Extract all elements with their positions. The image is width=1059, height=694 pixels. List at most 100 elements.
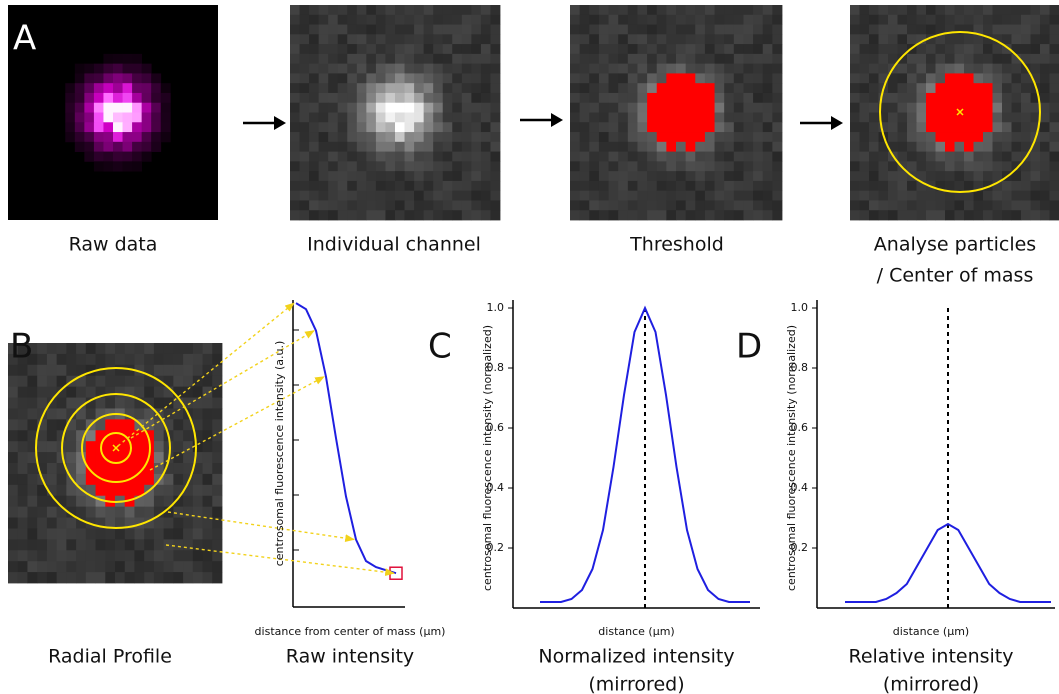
pixel — [8, 484, 19, 497]
pixel — [589, 141, 600, 152]
pixel — [144, 506, 155, 518]
pixel — [375, 92, 386, 104]
pixel — [452, 171, 463, 182]
pixel — [983, 5, 993, 16]
pixel — [685, 63, 696, 74]
pixel — [1049, 92, 1059, 104]
pixel — [423, 190, 434, 201]
pixel — [105, 572, 116, 584]
pixel — [17, 463, 28, 475]
pixel — [153, 452, 165, 464]
pixel — [753, 151, 764, 162]
arrow-head — [551, 113, 563, 127]
pixel — [27, 353, 38, 366]
pixel — [869, 132, 879, 143]
pixel — [385, 141, 396, 152]
pixel — [1021, 200, 1031, 211]
pixel — [37, 572, 48, 584]
pixel — [115, 517, 126, 529]
pixel — [685, 14, 696, 25]
pixel — [1049, 122, 1059, 133]
pixel — [1040, 132, 1050, 143]
pixel — [1021, 83, 1031, 94]
pixel — [76, 463, 87, 475]
pixel — [733, 14, 744, 25]
pixel — [859, 83, 870, 94]
pixel — [395, 73, 405, 84]
pixel — [103, 102, 114, 113]
pixel — [442, 24, 453, 35]
pixel — [433, 200, 444, 211]
pixel — [676, 122, 687, 133]
pixel — [1040, 161, 1050, 172]
pixel — [212, 506, 223, 518]
pixel — [983, 102, 993, 113]
pixel — [85, 539, 96, 551]
pixel — [859, 171, 870, 182]
pixel — [954, 171, 965, 182]
pixel — [153, 441, 165, 453]
pixel — [202, 397, 213, 409]
pixel — [309, 200, 320, 211]
pixel — [385, 122, 396, 133]
pixel — [395, 190, 405, 201]
pixel — [935, 53, 946, 65]
pixel — [964, 171, 974, 182]
pixel — [309, 132, 320, 143]
pixel — [134, 572, 145, 584]
pixel — [192, 517, 203, 529]
pixel — [356, 190, 367, 201]
roi-circle — [61, 393, 171, 503]
pixel — [685, 200, 696, 211]
pixel — [964, 190, 974, 201]
pixel — [385, 83, 396, 94]
pixel — [309, 92, 320, 104]
pixel — [1002, 14, 1012, 25]
pixel — [404, 141, 415, 152]
pixel — [992, 171, 1003, 182]
pixel — [656, 63, 667, 74]
pixel — [173, 397, 184, 409]
pixel — [337, 83, 348, 94]
pixel — [850, 102, 860, 113]
pixel — [850, 151, 860, 162]
pixel — [173, 441, 184, 453]
pixel — [366, 34, 377, 45]
pixel — [173, 484, 184, 497]
pixel — [76, 517, 87, 529]
pixel — [46, 528, 58, 540]
pixel — [685, 5, 696, 16]
pixel — [954, 122, 965, 133]
pixel — [743, 34, 754, 45]
pixel — [666, 14, 677, 25]
pixel — [695, 92, 706, 104]
pixel — [17, 364, 28, 377]
pixel — [17, 430, 28, 442]
pixel — [46, 397, 58, 409]
pixel — [74, 141, 85, 152]
pixel — [666, 24, 677, 35]
pixel — [423, 14, 434, 25]
pixel — [290, 102, 300, 113]
pixel — [954, 180, 965, 192]
pixel — [589, 24, 600, 35]
pixel — [850, 190, 860, 201]
pixel — [471, 102, 482, 113]
pixel — [461, 141, 472, 152]
pixel — [983, 44, 993, 55]
pixel — [973, 151, 984, 162]
pixel — [309, 34, 320, 45]
pixel — [17, 528, 28, 540]
pixel — [124, 561, 135, 573]
pixel — [869, 14, 879, 25]
pixel — [637, 63, 648, 74]
pixel — [704, 24, 715, 35]
pixel — [153, 572, 165, 584]
pixel — [132, 92, 143, 104]
pixel — [318, 73, 329, 84]
pixel — [724, 180, 735, 192]
pixel — [608, 180, 619, 192]
pixel — [627, 92, 638, 104]
pixel — [733, 180, 744, 192]
pixel — [442, 53, 453, 65]
